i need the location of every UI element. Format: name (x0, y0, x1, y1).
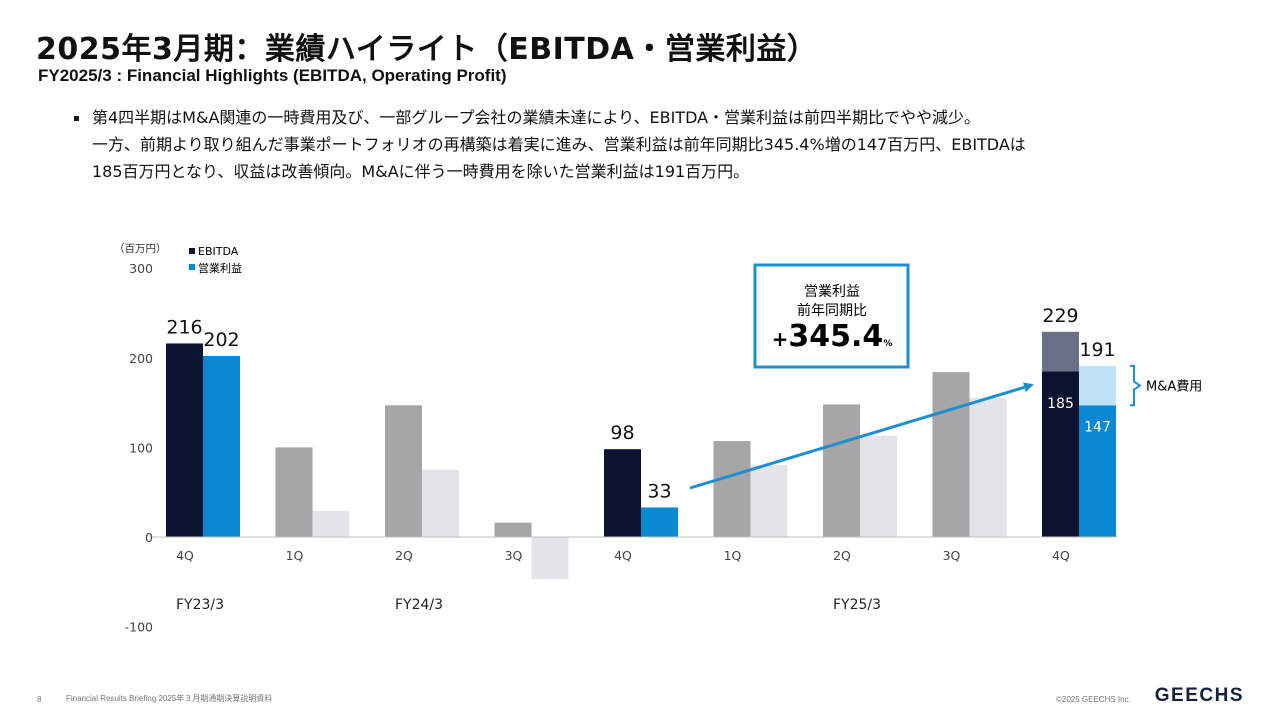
data-label-op: 33 (647, 480, 671, 502)
data-label-ebitda-total: 229 (1042, 305, 1078, 327)
data-label-ebitda-inner: 185 (1047, 396, 1074, 412)
y-tick-label: 100 (129, 440, 153, 455)
bar-ebitda (604, 449, 641, 537)
legend-swatch-ebitda (189, 248, 195, 254)
bar-operating-profit (531, 537, 569, 580)
callout-sign: + (772, 327, 789, 351)
addback-brace-icon (1130, 364, 1142, 407)
bar-ebitda-addback (1042, 331, 1079, 372)
legend-swatch-op (189, 264, 195, 270)
callout-value: 345.4 (788, 319, 883, 354)
callout-line2: 前年同期比 (797, 302, 867, 319)
bar-ebitda (166, 343, 203, 537)
x-tick-label: 1Q (724, 548, 742, 563)
y-unit-label: （百万円） (114, 243, 167, 255)
trend-arrow-icon (689, 382, 1034, 490)
legend-label-ebitda: EBITDA (198, 245, 239, 258)
y-tick-label: 0 (145, 530, 153, 545)
bar-operating-profit (641, 507, 678, 537)
summary-line: 185百万円となり、収益は改善傾向。M&Aに伴う一時費用を除いた営業利益は191… (92, 162, 750, 181)
bar-ebitda (713, 441, 751, 537)
data-label-ebitda: 98 (610, 422, 634, 444)
addback-label: M&A費用 (1146, 380, 1202, 395)
y-tick-label: -100 (125, 620, 153, 635)
x-tick-label: 2Q (833, 548, 851, 563)
summary-text: 第4四半期はM&A関連の一時費用及び、一部グループ会社の業績未達により、EBIT… (92, 104, 1026, 185)
document-label: Financial Results Briefing 2025年３月期通期決算説… (66, 694, 273, 703)
bar-ebitda (823, 404, 860, 537)
legend-label-op: 営業利益 (198, 261, 242, 275)
x-tick-label: 4Q (614, 548, 632, 563)
x-tick-label: 3Q (943, 548, 961, 563)
x-tick-label: 4Q (1052, 548, 1070, 563)
x-tick-label: 3Q (505, 548, 523, 563)
bar-operating-profit (312, 511, 350, 537)
bar-ebitda (494, 522, 532, 537)
yoy-callout: 営業利益 前年同期比 +345.4% (753, 263, 910, 369)
bullet-square-icon (74, 116, 79, 121)
x-tick-label: 2Q (395, 548, 413, 563)
data-label-ebitda: 216 (166, 316, 202, 338)
x-tick-label: 4Q (176, 548, 194, 563)
company-logo: GEECHS (1154, 685, 1244, 706)
summary-line: 第4四半期はM&A関連の一時費用及び、一部グループ会社の業績未達により、EBIT… (92, 108, 981, 127)
bar-ebitda (275, 447, 313, 537)
data-label-op-total: 191 (1079, 339, 1115, 361)
bar-operating-profit (750, 465, 788, 537)
data-label-op-inner: 147 (1084, 419, 1111, 435)
y-axis: 300 200 100 0 -100 (125, 261, 153, 634)
bar-op-addback (1079, 365, 1116, 406)
legend: EBITDA 営業利益 (189, 245, 242, 275)
bar-ebitda (932, 372, 970, 537)
x-tick-label: 1Q (286, 548, 304, 563)
bar-operating-profit (1079, 405, 1116, 537)
x-axis: 4Q 1Q 2Q 3Q 4Q 1Q 2Q 3Q 4Q FY23/3 FY24/3 FY25/3 (176, 548, 1070, 613)
bars-layer (166, 331, 1116, 580)
bar-ebitda (385, 405, 422, 537)
bar-ebitda (1042, 371, 1079, 537)
callout-box (753, 263, 910, 369)
y-tick-label: 200 (129, 351, 153, 366)
fiscal-year-label: FY24/3 (395, 597, 443, 613)
callout-line1: 営業利益 (804, 284, 860, 300)
bar-operating-profit (203, 356, 240, 537)
copyright: ©2025 GEECHS Inc. (1056, 695, 1131, 704)
bar-operating-profit (860, 435, 897, 537)
summary-line: 一方、前期より取り組んだ事業ポートフォリオの再構築は着実に進み、営業利益は前年同… (92, 135, 1026, 154)
y-tick-label: 300 (129, 261, 153, 276)
callout-value-row: +345.4% (772, 319, 893, 354)
fiscal-year-label: FY23/3 (176, 597, 224, 613)
fiscal-year-label: FY25/3 (833, 597, 881, 613)
bar-operating-profit (422, 469, 459, 537)
bar-operating-profit (969, 398, 1007, 537)
page-title: 2025年3月期：業績ハイライト（EBITDA・営業利益） (36, 32, 818, 67)
data-label-op: 202 (203, 329, 239, 351)
page-number: 8 (37, 695, 42, 704)
callout-unit: % (883, 339, 892, 349)
page-subtitle: FY2025/3 : Financial Highlights (EBITDA,… (38, 66, 507, 85)
